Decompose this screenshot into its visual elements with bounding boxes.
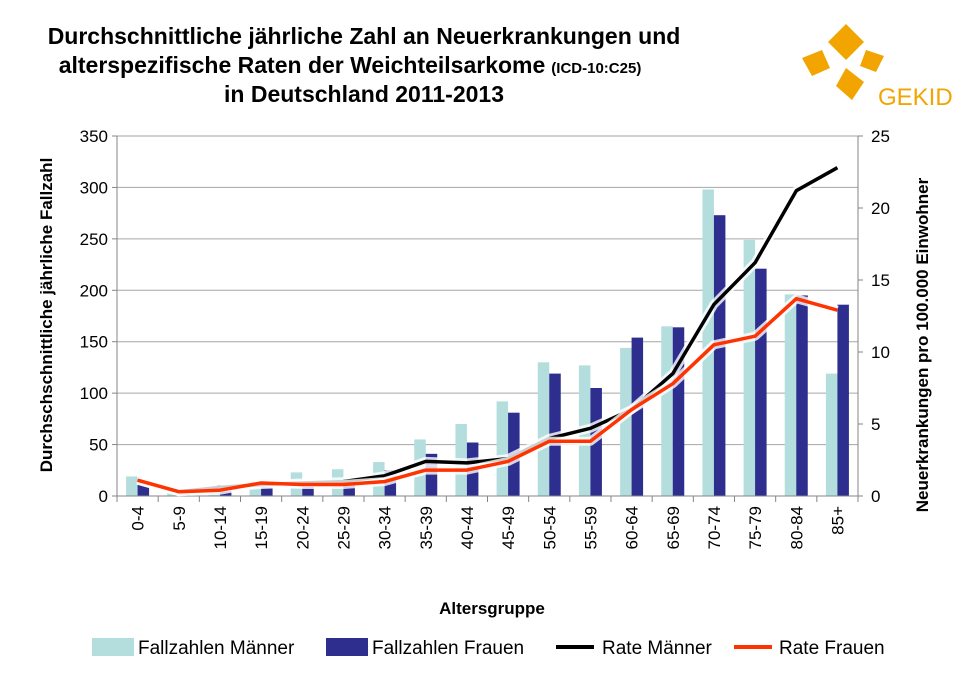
x-tick-label: 45-49 bbox=[499, 506, 518, 549]
y2-tick-label: 25 bbox=[871, 127, 890, 146]
y-tick-label: 250 bbox=[80, 230, 108, 249]
x-axis-ticks: 0-4 5-9 10-14 15-19 20-24 25-29 30-34 35-39 40-4… bbox=[116, 496, 859, 549]
bar-fallzahlen-frauen bbox=[631, 337, 644, 496]
x-tick-label: 65-69 bbox=[664, 506, 683, 549]
x-tick-label: 40-44 bbox=[458, 506, 477, 549]
x-tick-label: 80-84 bbox=[787, 506, 806, 549]
x-tick-label: 75-79 bbox=[746, 506, 765, 549]
y-tick-label: 300 bbox=[80, 178, 108, 197]
x-tick-label: 70-74 bbox=[705, 506, 724, 549]
x-tick-label: 25-29 bbox=[334, 506, 353, 549]
y2-tick-label: 0 bbox=[871, 487, 880, 506]
legend: Fallzahlen Männer Fallzahlen Frauen Rate… bbox=[92, 638, 885, 659]
x-tick-label: 0-4 bbox=[129, 506, 148, 531]
bar-fallzahlen-frauen bbox=[137, 481, 150, 496]
bar-fallzahlen-maenner bbox=[784, 294, 797, 496]
x-axis-title: Altersgruppe bbox=[439, 599, 545, 618]
bar-fallzahlen-maenner bbox=[702, 189, 714, 496]
y2-tick-label: 5 bbox=[871, 415, 880, 434]
y-tick-label: 100 bbox=[80, 384, 108, 403]
y-tick-label: 150 bbox=[80, 333, 108, 352]
bar-fallzahlen-frauen bbox=[261, 485, 273, 496]
x-tick-label: 85+ bbox=[828, 506, 847, 535]
bar-fallzahlen-frauen bbox=[343, 482, 355, 496]
legend-label-rate-maenner: Rate Männer bbox=[602, 638, 713, 659]
line-rate-frauen-halo bbox=[136, 294, 839, 497]
y2-tick-label: 15 bbox=[871, 271, 890, 290]
bar-fallzahlen-frauen bbox=[302, 484, 314, 496]
chart-title-icd-code: (ICD-10:C25) bbox=[551, 60, 641, 77]
line-rate-maenner-halo bbox=[136, 163, 840, 497]
gekid-logo-text: GEKID bbox=[878, 84, 953, 111]
x-tick-label: 20-24 bbox=[293, 506, 312, 549]
bar-fallzahlen-maenner bbox=[126, 476, 138, 496]
bar-fallzahlen-frauen bbox=[672, 327, 685, 496]
y-tick-label: 350 bbox=[80, 127, 108, 146]
legend-label-fallzahlen-maenner: Fallzahlen Männer bbox=[138, 638, 295, 659]
y-tick-label: 50 bbox=[89, 436, 108, 455]
chart-title-line-2-main: alterspezifische Raten der Weichteilsark… bbox=[59, 52, 546, 78]
bar-fallzahlen-maenner bbox=[537, 362, 550, 496]
legend-swatch-fallzahlen-maenner bbox=[92, 638, 134, 656]
chart-title-line-2: alterspezifische Raten der Weichteilsark… bbox=[59, 52, 642, 78]
x-tick-label: 55-59 bbox=[581, 506, 600, 549]
y-tick-label: 0 bbox=[99, 487, 108, 506]
y-axis-ticks: 0 50 100 150 200 250 300 350 bbox=[80, 127, 117, 506]
bar-fallzahlen-maenner bbox=[825, 373, 838, 496]
legend-swatch-fallzahlen-frauen bbox=[326, 638, 368, 656]
chart-title-line-1: Durchschnittliche jährliche Zahl an Neue… bbox=[48, 23, 681, 49]
x-tick-label: 35-39 bbox=[417, 506, 436, 549]
x-tick-label: 60-64 bbox=[623, 506, 642, 549]
chart-title-line-3: in Deutschland 2011-2013 bbox=[224, 81, 504, 107]
y2-axis-title: Neuerkrankungen pro 100.000 Einwohner bbox=[913, 177, 932, 512]
legend-label-fallzahlen-frauen: Fallzahlen Frauen bbox=[372, 638, 524, 659]
gekid-logo: GEKID bbox=[802, 24, 953, 111]
bar-fallzahlen-frauen bbox=[425, 453, 438, 496]
y2-axis-ticks: 0 5 10 15 20 25 bbox=[858, 127, 890, 506]
x-tick-label: 30-34 bbox=[376, 506, 395, 549]
bar-fallzahlen-maenner bbox=[496, 401, 509, 496]
x-tick-label: 15-19 bbox=[252, 506, 271, 549]
gekid-logo-mark bbox=[802, 24, 884, 100]
x-tick-label: 50-54 bbox=[540, 506, 559, 549]
x-tick-label: 5-9 bbox=[170, 506, 189, 531]
y-tick-label: 200 bbox=[80, 281, 108, 300]
x-tick-label: 10-14 bbox=[211, 506, 230, 549]
bar-fallzahlen-frauen bbox=[713, 215, 726, 496]
gridlines bbox=[117, 135, 858, 446]
bar-fallzahlen-maenner bbox=[661, 326, 673, 496]
bar-fallzahlen-maenner bbox=[743, 239, 756, 496]
line-rate-maenner bbox=[137, 166, 839, 494]
y2-tick-label: 20 bbox=[871, 199, 890, 218]
bar-fallzahlen-maenner bbox=[620, 347, 632, 496]
y2-tick-label: 10 bbox=[871, 343, 890, 362]
line-rate-frauen bbox=[137, 296, 838, 494]
bar-fallzahlen-frauen bbox=[796, 295, 808, 496]
legend-label-rate-frauen: Rate Frauen bbox=[779, 638, 885, 659]
y-axis-title: Durchschschnittliche jährliche Fallzahl bbox=[37, 158, 56, 473]
bar-fallzahlen-frauen bbox=[755, 268, 767, 496]
line-series bbox=[136, 163, 840, 497]
bar-fallzahlen-frauen bbox=[837, 304, 849, 496]
